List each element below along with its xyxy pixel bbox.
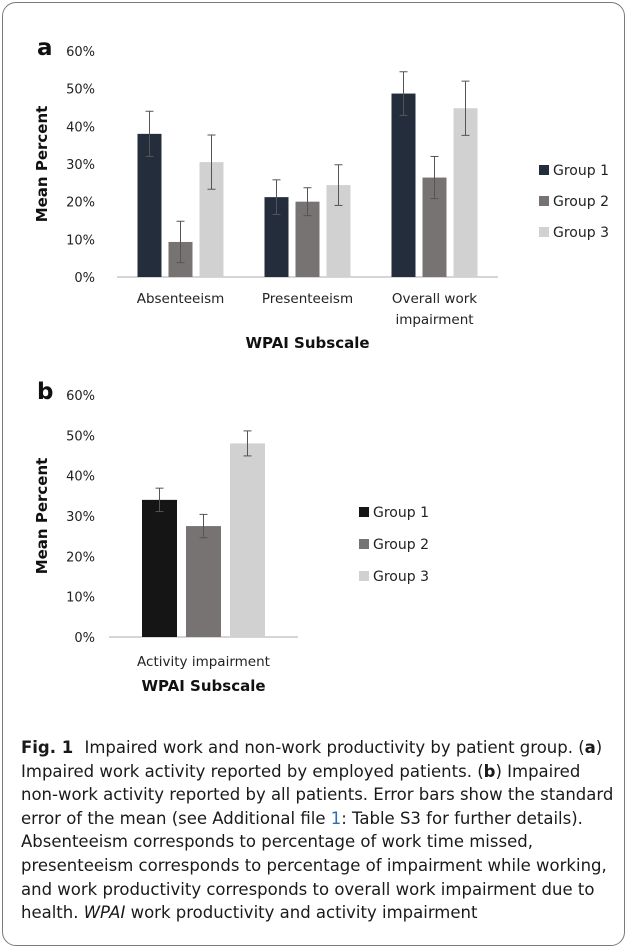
panel-b-ytick-label: 40% — [66, 470, 95, 485]
caption-paren-open-a: ( — [578, 738, 585, 757]
panel-a-ytick-label: 10% — [66, 233, 95, 248]
panel-b-x-axis-title: WPAI Subscale — [141, 677, 265, 695]
panel-a-y-axis-title: Mean Percent — [33, 106, 51, 223]
panel-a-legend-label: Group 3 — [553, 225, 609, 241]
panel-a-ytick-label: 50% — [66, 83, 95, 98]
panel-b-bar-group-2 — [186, 526, 221, 637]
panel-a-category-label: Overall work — [392, 291, 477, 307]
caption-panel-b-text: ) Impaired non-work activity reported by… — [21, 761, 614, 828]
additional-file-link[interactable]: 1 — [330, 808, 342, 828]
panel-a-legend-swatch — [539, 196, 549, 206]
caption-abbrev: WPAI — [83, 903, 126, 923]
panel-b-ytick-label: 20% — [66, 550, 95, 565]
panel-a-ytick-label: 40% — [66, 120, 95, 135]
panel-a-bar-group-3 — [453, 108, 478, 278]
panel-b-bar-group-3 — [230, 443, 265, 637]
panel-a-bar-group-1 — [391, 93, 416, 278]
figure-caption: Fig. 1 Impaired work and non-work produc… — [21, 736, 617, 925]
panel-b-legend-label: Group 1 — [373, 505, 429, 521]
panel-a-legend-swatch — [539, 165, 549, 175]
caption-title: Impaired work and non-work productivity … — [84, 738, 573, 757]
panel-b-letter: b — [37, 379, 53, 405]
panel-a-bar-group-1 — [137, 133, 162, 277]
panel-a-letter: a — [37, 35, 53, 61]
panel-b-ytick-label: 10% — [66, 591, 95, 606]
panel-a-x-axis-title: WPAI Subscale — [245, 334, 369, 352]
panel-b-ytick-label: 50% — [66, 429, 95, 444]
panel-b-legend-label: Group 3 — [373, 569, 429, 585]
caption-panel-a-text: ) Impaired work activity reported by emp… — [21, 738, 603, 781]
caption-body: : Table S3 for further details). Absente… — [21, 808, 607, 923]
panel-a-ytick-label: 30% — [66, 158, 95, 173]
panel-a-legend-label: Group 1 — [553, 163, 609, 179]
panel-a-ytick-label: 20% — [66, 196, 95, 211]
panel-a-category-label: Presenteeism — [262, 291, 353, 307]
caption-panel-b: b — [483, 761, 496, 781]
caption-fig-label: Fig. 1 — [21, 738, 74, 757]
panel-b-legend-swatch — [359, 571, 369, 581]
panel-a-legend-label: Group 2 — [553, 194, 609, 210]
caption-abbrev-def: work productivity and activity impairmen… — [125, 903, 478, 923]
panel-a-ytick-label: 60% — [66, 45, 95, 60]
panel-b-ytick-label: 60% — [66, 389, 95, 404]
panel-b-legend-label: Group 2 — [373, 537, 429, 553]
panel-b-y-axis-title: Mean Percent — [33, 458, 51, 575]
panel-b-legend-swatch — [359, 507, 369, 517]
panel-b-bar-group-1 — [142, 499, 177, 637]
panel-a-legend-swatch — [539, 227, 549, 237]
panel-b-ytick-label: 30% — [66, 510, 95, 525]
panel-a-category-label: impairment — [395, 312, 473, 328]
panel-b-category-label: Activity impairment — [137, 654, 270, 670]
panel-b-legend-swatch — [359, 539, 369, 549]
figure-charts: a 0% 10% 20% 30% 40% 50% 60% Mean Percent Absente… — [33, 35, 609, 695]
panel-a-ytick-label: 0% — [74, 271, 95, 286]
caption-panel-a: a — [584, 738, 596, 757]
panel-a-category-label: Absenteeism — [137, 291, 225, 307]
panel-b-ytick-label: 0% — [74, 631, 95, 646]
